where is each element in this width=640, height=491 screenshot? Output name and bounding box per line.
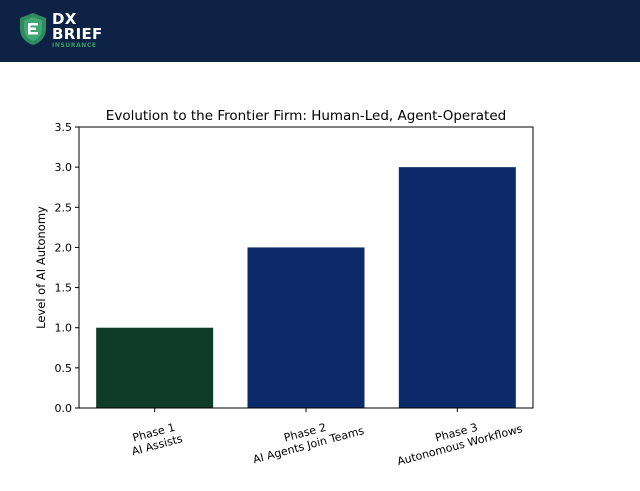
bar-3 bbox=[398, 167, 516, 408]
brand-subline: INSURANCE bbox=[52, 42, 97, 49]
y-tick-label-4: 2.0 bbox=[55, 241, 73, 254]
y-tick-label-6: 3.0 bbox=[55, 161, 73, 174]
y-tick-label-7: 3.5 bbox=[55, 121, 73, 134]
y-tick-label-2: 1.0 bbox=[55, 322, 73, 335]
bar-chart: Evolution to the Frontier Firm: Human-Le… bbox=[34, 108, 534, 469]
bar-1 bbox=[96, 327, 214, 408]
x-tick-label-2: Phase 3Autonomous Workflows bbox=[392, 410, 524, 469]
brand-line1: DX bbox=[52, 10, 77, 28]
chart-title: Evolution to the Frontier Firm: Human-Le… bbox=[106, 108, 506, 124]
y-tick-label-3: 1.5 bbox=[55, 282, 73, 295]
y-tick-label-1: 0.5 bbox=[55, 362, 73, 375]
brand-wordmark: DX BRIEF INSURANCE bbox=[52, 12, 103, 50]
y-axis-label: Level of AI Autonomy bbox=[34, 206, 48, 329]
shield-logo-icon bbox=[20, 13, 46, 45]
brand-line2: BRIEF bbox=[52, 25, 103, 43]
site-header: DX BRIEF INSURANCE bbox=[0, 0, 640, 62]
y-tick-label-5: 2.5 bbox=[55, 201, 73, 214]
x-tick-label-0: Phase 1AI Assists bbox=[127, 420, 184, 459]
y-tick-label-0: 0.0 bbox=[55, 402, 73, 415]
x-tick-label-1: Phase 2AI Agents Join Teams bbox=[248, 411, 365, 466]
bar-2 bbox=[247, 247, 365, 408]
